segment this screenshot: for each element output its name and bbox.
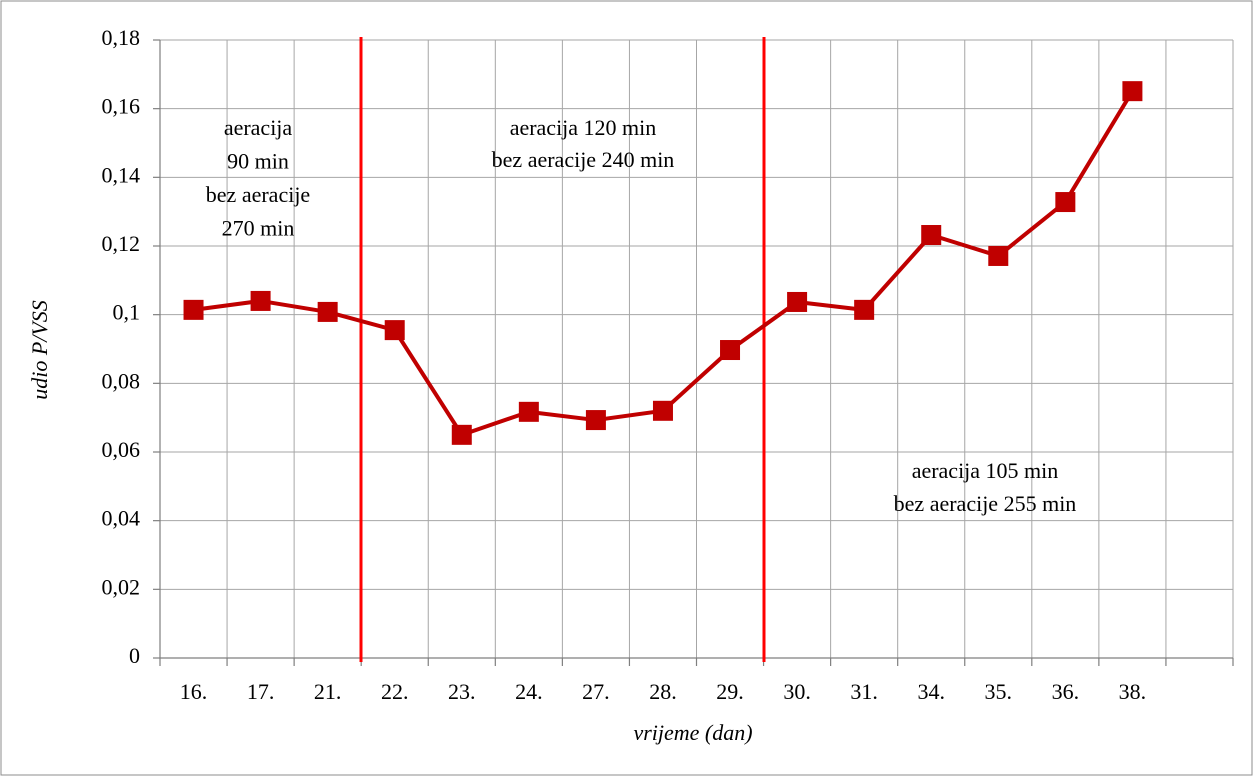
x-tick-label: 22.	[381, 679, 409, 704]
y-tick-label: 0,04	[102, 506, 141, 531]
marker	[1122, 81, 1143, 102]
x-tick-label: 23.	[448, 679, 476, 704]
marker	[988, 245, 1009, 266]
annotation: aeracija 120 min	[510, 115, 657, 140]
y-tick-label: 0,18	[102, 25, 141, 50]
y-axis-label: udio P/VSS	[27, 300, 52, 400]
x-axis-label: vrijeme (dan)	[633, 720, 752, 745]
y-tick-label: 0,12	[102, 231, 141, 256]
annotation: bez aeracije	[206, 182, 310, 207]
marker	[720, 340, 741, 361]
y-tick-label: 0,1	[113, 300, 141, 325]
x-tick-label: 31.	[850, 679, 878, 704]
marker	[451, 424, 472, 445]
marker	[317, 301, 338, 322]
marker	[787, 291, 808, 312]
y-tick-label: 0,16	[102, 94, 141, 119]
x-tick-label: 27.	[582, 679, 610, 704]
x-tick-label: 24.	[515, 679, 543, 704]
y-tick-label: 0,14	[102, 162, 141, 187]
y-tick-label: 0,02	[102, 574, 141, 599]
marker	[921, 225, 942, 246]
annotation: bez aeracije 255 min	[894, 491, 1077, 516]
x-tick-label: 21.	[314, 679, 342, 704]
x-tick-label: 35.	[985, 679, 1013, 704]
marker	[854, 299, 875, 320]
y-tick-label: 0,08	[102, 368, 141, 393]
marker	[518, 401, 539, 422]
annotation: aeracija	[224, 115, 293, 140]
x-tick-label: 17.	[247, 679, 275, 704]
marker	[585, 410, 606, 431]
annotation: bez aeracije 240 min	[492, 147, 675, 172]
annotation: aeracija 105 min	[912, 458, 1059, 483]
marker	[652, 400, 673, 421]
y-tick-label: 0	[129, 643, 140, 668]
x-tick-label: 29.	[716, 679, 744, 704]
annotation: 270 min	[222, 216, 295, 241]
marker	[384, 320, 405, 341]
x-tick-label: 36.	[1052, 679, 1080, 704]
y-tick-label: 0,06	[102, 437, 141, 462]
marker	[183, 299, 204, 320]
annotation: 90 min	[227, 149, 289, 174]
marker	[1055, 192, 1076, 213]
x-tick-label: 38.	[1119, 679, 1147, 704]
x-tick-label: 28.	[649, 679, 677, 704]
marker	[250, 290, 271, 311]
x-tick-label: 34.	[917, 679, 945, 704]
x-tick-label: 30.	[783, 679, 811, 704]
x-tick-label: 16.	[180, 679, 208, 704]
